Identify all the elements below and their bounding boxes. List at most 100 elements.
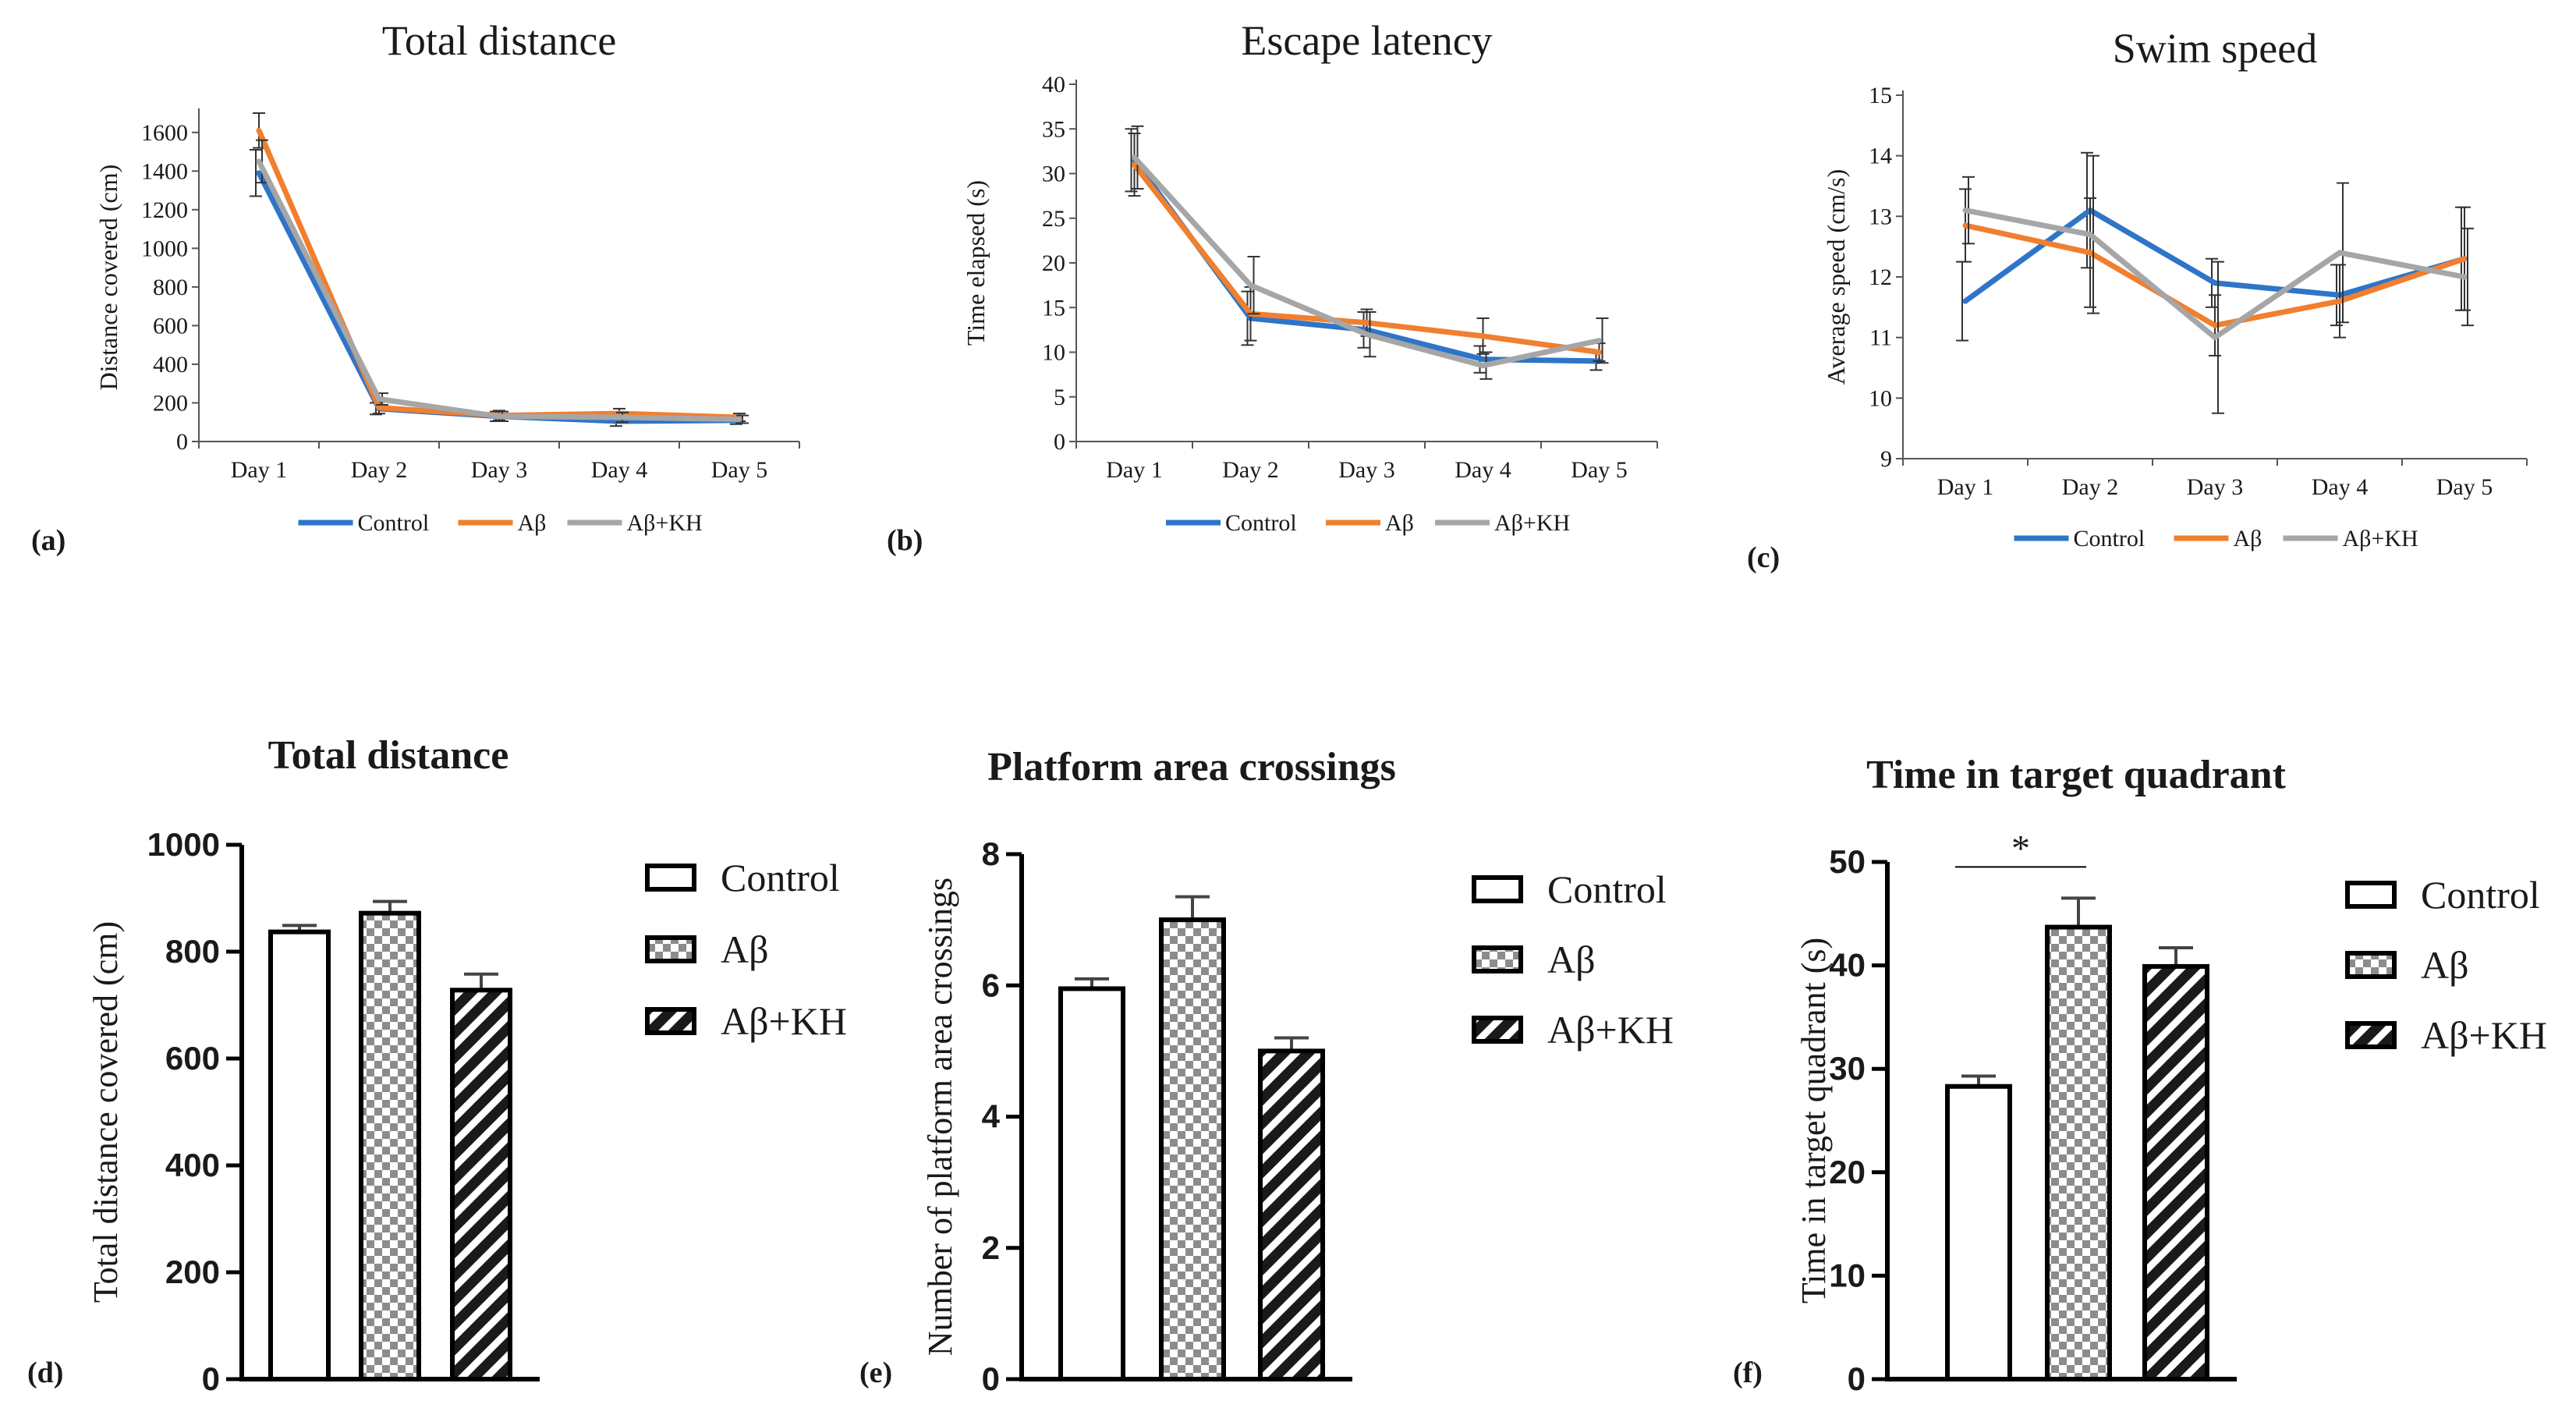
x-tick-label: Day 1 bbox=[231, 457, 287, 483]
y-axis-label: Time elapsed (s) bbox=[962, 180, 990, 346]
series-line bbox=[256, 129, 740, 420]
y-axis-label: Number of platform area crossings bbox=[921, 878, 959, 1356]
data-point bbox=[256, 158, 262, 165]
data-point bbox=[2337, 298, 2343, 304]
panel-label: (f) bbox=[1733, 1357, 1763, 1389]
y-tick-label: 40 bbox=[1829, 947, 1866, 984]
data-point bbox=[2087, 250, 2093, 256]
chart-title: Total distance bbox=[268, 733, 509, 778]
data-point bbox=[1132, 154, 1137, 161]
legend-label: Aβ bbox=[2421, 943, 2469, 987]
data-point bbox=[1364, 320, 1369, 326]
legend-swatch bbox=[2345, 1021, 2397, 1049]
legend-label: Aβ+KH bbox=[1547, 1008, 1674, 1052]
data-point bbox=[496, 413, 502, 420]
legend-swatch bbox=[645, 935, 696, 963]
legend-swatch bbox=[645, 864, 696, 892]
bar-group-2 bbox=[2142, 946, 2209, 1381]
panel-label: (a) bbox=[31, 524, 66, 557]
bar bbox=[1159, 917, 1226, 1381]
significance-label: * bbox=[2011, 828, 2030, 869]
legend: Control Aβ Aβ+KH bbox=[2345, 873, 2547, 1057]
data-point bbox=[1596, 349, 1602, 355]
legend: Control Aβ Aβ+KH bbox=[298, 510, 703, 536]
bar-group-0 bbox=[1058, 977, 1125, 1382]
legend-label: Aβ bbox=[721, 927, 769, 971]
bar-group-1 bbox=[2045, 896, 2112, 1381]
x-tick-label: Day 2 bbox=[2062, 474, 2118, 500]
bar-group-2 bbox=[1258, 1036, 1325, 1381]
legend-label: Control bbox=[1547, 867, 1667, 911]
x-tick-label: Day 4 bbox=[1455, 457, 1511, 483]
legend-label: Aβ+KH bbox=[2343, 526, 2418, 551]
chart-title: Platform area crossings bbox=[987, 745, 1396, 789]
bar-group-0 bbox=[268, 924, 331, 1381]
data-point bbox=[2087, 232, 2093, 238]
data-point bbox=[2212, 280, 2218, 286]
line-chart-1: Escape latency 0 5 10 15 20 25 30 35 40 Day 1 Day 2… bbox=[887, 17, 1658, 557]
y-tick-label: 10 bbox=[1869, 385, 1892, 411]
bar-group-1 bbox=[1159, 895, 1226, 1381]
y-tick-label: 15 bbox=[1042, 295, 1065, 321]
y-axis-label: Distance covered (cm) bbox=[94, 165, 122, 391]
data-point bbox=[1962, 207, 1968, 214]
y-tick-label: 1600 bbox=[141, 120, 188, 146]
y-tick-label: 50 bbox=[1829, 843, 1866, 880]
data-point bbox=[1480, 356, 1486, 363]
y-tick-label: 25 bbox=[1042, 206, 1065, 232]
legend-swatch bbox=[1472, 945, 1523, 974]
y-tick-label: 4 bbox=[982, 1098, 1001, 1135]
x-tick-label: Day 3 bbox=[2187, 474, 2243, 500]
y-tick-label: 11 bbox=[1869, 325, 1892, 351]
x-tick-label: Day 3 bbox=[471, 457, 527, 483]
series-2 bbox=[256, 139, 749, 424]
legend: Control Aβ Aβ+KH bbox=[1472, 867, 1674, 1052]
bar bbox=[450, 988, 512, 1381]
bar bbox=[268, 929, 331, 1381]
data-point bbox=[1480, 363, 1486, 369]
legend-label: Aβ+KH bbox=[627, 510, 703, 536]
bar bbox=[1058, 986, 1125, 1382]
x-tick-label: Day 4 bbox=[591, 457, 647, 483]
series-0 bbox=[1956, 151, 2468, 342]
data-point bbox=[1962, 222, 1968, 229]
legend-label: Aβ bbox=[1385, 510, 1414, 536]
y-tick-label: 0 bbox=[176, 429, 188, 455]
data-point bbox=[2337, 250, 2343, 256]
series-2 bbox=[1962, 154, 2474, 414]
bar bbox=[1258, 1048, 1325, 1381]
y-tick-label: 9 bbox=[1880, 446, 1892, 472]
y-tick-label: 600 bbox=[165, 1040, 220, 1076]
data-point bbox=[1480, 333, 1486, 339]
bar bbox=[2045, 924, 2112, 1381]
data-point bbox=[1596, 338, 1602, 344]
y-tick-label: 35 bbox=[1042, 116, 1065, 142]
data-point bbox=[1364, 332, 1369, 338]
data-point bbox=[256, 170, 262, 176]
legend-label: Control bbox=[358, 510, 430, 536]
y-tick-label: 12 bbox=[1869, 264, 1892, 290]
legend-swatch bbox=[2345, 881, 2397, 909]
series-1 bbox=[1128, 132, 1606, 362]
bar-chart-5: Time in target quadrant 0 10 20 30 40 50 Time i… bbox=[1733, 753, 2547, 1397]
y-tick-label: 400 bbox=[165, 1147, 220, 1183]
bar bbox=[359, 910, 421, 1382]
y-tick-label: 5 bbox=[1054, 385, 1065, 410]
legend-label: Aβ bbox=[518, 510, 547, 536]
legend: Control Aβ Aβ+KH bbox=[2014, 526, 2418, 551]
line-chart-0: Total distance 0 200 400 600 800 1000 1200 1400 1… bbox=[31, 17, 800, 557]
data-point bbox=[2212, 335, 2218, 341]
data-point bbox=[616, 414, 622, 420]
legend-label: Control bbox=[2421, 873, 2540, 917]
legend-label: Aβ bbox=[1547, 938, 1596, 981]
x-tick-label: Day 1 bbox=[1106, 457, 1162, 483]
y-tick-label: 1000 bbox=[147, 826, 220, 863]
x-tick-label: Day 2 bbox=[1222, 457, 1278, 483]
y-tick-label: 10 bbox=[1042, 340, 1065, 366]
data-point bbox=[1248, 282, 1253, 289]
legend-label: Aβ+KH bbox=[1494, 510, 1570, 536]
y-tick-label: 0 bbox=[1054, 429, 1065, 455]
legend-swatch bbox=[645, 1007, 696, 1035]
bar-group-0 bbox=[1945, 1074, 2012, 1381]
